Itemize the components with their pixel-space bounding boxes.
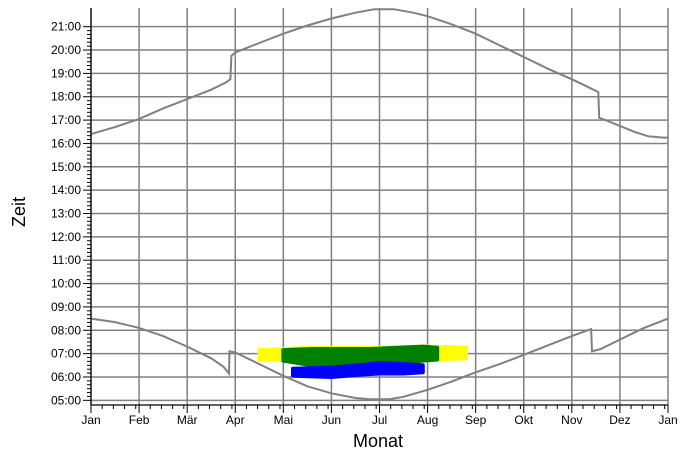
- series-band-blue: [291, 361, 425, 379]
- y-tick-label: 05:00: [51, 393, 81, 407]
- x-tick-label: Nov: [561, 413, 582, 427]
- x-tick-label: Jan: [81, 413, 100, 427]
- day-length-lines: [90, 8, 669, 401]
- y-tick-label: 07:00: [51, 347, 81, 361]
- bands: [257, 344, 469, 379]
- y-tick-label: 11:00: [52, 253, 81, 267]
- x-tick-label: Mai: [274, 413, 293, 427]
- grid: [90, 8, 669, 405]
- y-tick-label: 13:00: [51, 207, 81, 221]
- y-tick-label: 14:00: [51, 183, 81, 197]
- y-tick-label: 21:00: [51, 20, 81, 34]
- x-tick-label: Mär: [177, 413, 198, 427]
- series-line-0: [90, 8, 668, 139]
- y-tick-label: 15:00: [51, 160, 81, 174]
- y-tick-label: 12:00: [51, 230, 81, 244]
- y-tick-label: 09:00: [51, 300, 81, 314]
- tick-labels: 05:00 06:00 07:00 08:00 09:00 10:00 11:00 12:00…: [51, 20, 678, 427]
- x-tick-label: Jun: [322, 413, 341, 427]
- y-axis-label: Zeit: [9, 197, 29, 227]
- x-tick-label: Feb: [129, 413, 150, 427]
- x-tick-label: Jan: [658, 413, 677, 427]
- x-tick-label: Dez: [609, 413, 630, 427]
- y-tick-label: 18:00: [51, 90, 81, 104]
- x-axis-label: Monat: [353, 431, 403, 451]
- y-tick-label: 06:00: [51, 370, 81, 384]
- axes: [83, 8, 669, 413]
- x-tick-label: Apr: [226, 413, 245, 427]
- y-tick-label: 19:00: [51, 66, 81, 80]
- x-tick-label: Aug: [417, 413, 438, 427]
- y-tick-label: 10:00: [51, 277, 81, 291]
- x-tick-label: Jul: [372, 413, 387, 427]
- y-tick-label: 08:00: [51, 323, 81, 337]
- y-tick-label: 16:00: [51, 136, 81, 150]
- series-band-green: [281, 344, 440, 368]
- x-tick-label: Okt: [514, 413, 533, 427]
- series-line-1: [90, 317, 669, 401]
- y-tick-label: 17:00: [51, 113, 81, 127]
- x-tick-label: Sep: [465, 413, 487, 427]
- y-tick-label: 20:00: [51, 43, 81, 57]
